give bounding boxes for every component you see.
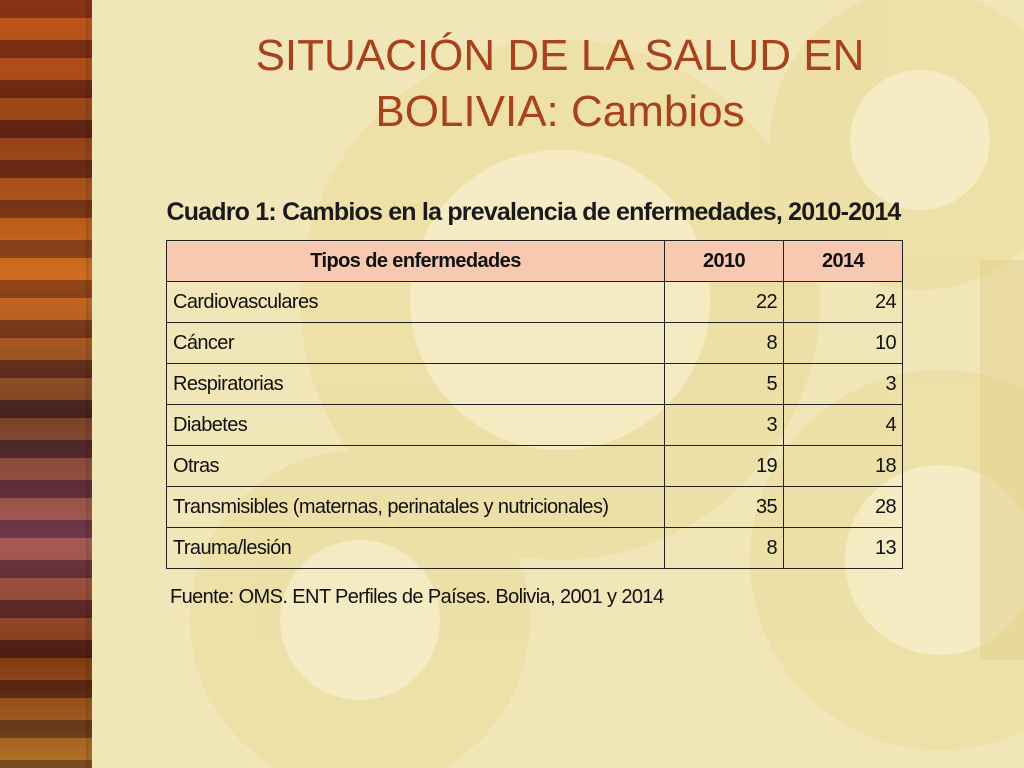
table-row: Cáncer 8 10	[166, 322, 903, 364]
value-2014: 28	[783, 486, 903, 528]
table-row: Respiratorias 5 3	[166, 363, 903, 405]
table-row: Diabetes 3 4	[166, 404, 903, 446]
disease-name: Transmisibles (maternas, perinatales y n…	[166, 486, 665, 528]
table-row: Transmisibles (maternas, perinatales y n…	[166, 486, 903, 528]
value-2010: 35	[664, 486, 784, 528]
value-2010: 5	[664, 363, 784, 405]
table-caption: Cuadro 1: Cambios en la prevalencia de e…	[166, 198, 901, 226]
slide-title: SITUACIÓN DE LA SALUD EN BOLIVIA: Cambio…	[150, 28, 970, 140]
table-row: Cardiovasculares 22 24	[166, 281, 903, 323]
value-2010: 3	[664, 404, 784, 446]
header-2014: 2014	[783, 240, 903, 282]
value-2010: 19	[664, 445, 784, 487]
header-2010: 2010	[664, 240, 784, 282]
disease-name: Cáncer	[166, 322, 665, 364]
value-2010: 22	[664, 281, 784, 323]
disease-name: Trauma/lesión	[166, 527, 665, 569]
disease-name: Otras	[166, 445, 665, 487]
table-header-row: Tipos de enfermedades 2010 2014	[166, 240, 903, 282]
disease-prevalence-table: Tipos de enfermedades 2010 2014 Cardiova…	[166, 240, 903, 569]
decorative-side-strip	[0, 0, 92, 768]
value-2010: 8	[664, 527, 784, 569]
value-2014: 3	[783, 363, 903, 405]
table-row: Trauma/lesión 8 13	[166, 527, 903, 569]
table-row: Otras 19 18	[166, 445, 903, 487]
slide-title-line-2: BOLIVIA: Cambios	[375, 87, 745, 136]
value-2014: 24	[783, 281, 903, 323]
value-2014: 4	[783, 404, 903, 446]
value-2014: 18	[783, 445, 903, 487]
value-2014: 13	[783, 527, 903, 569]
value-2010: 8	[664, 322, 784, 364]
header-disease-type: Tipos de enfermedades	[166, 240, 665, 282]
value-2014: 10	[783, 322, 903, 364]
disease-name: Respiratorias	[166, 363, 665, 405]
disease-name: Diabetes	[166, 404, 665, 446]
disease-name: Cardiovasculares	[166, 281, 665, 323]
slide-title-line-1: SITUACIÓN DE LA SALUD EN	[255, 31, 865, 80]
table-source-note: Fuente: OMS. ENT Perfiles de Países. Bol…	[170, 586, 664, 608]
